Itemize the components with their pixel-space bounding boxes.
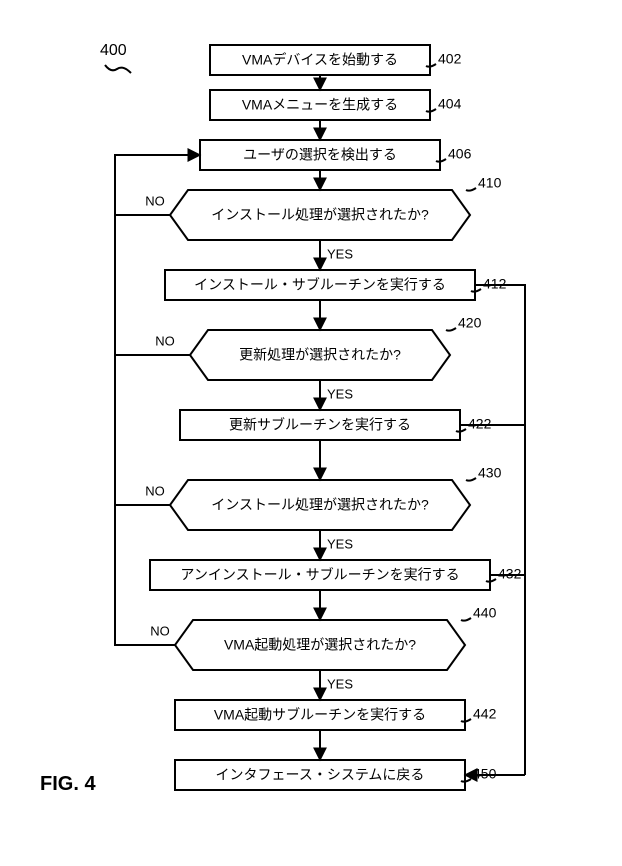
node-text-404: VMAメニューを生成する [242,97,398,113]
node-440: VMA起動処理が選択されたか? 440 [175,605,497,670]
node-402: VMAデバイスを始動する 402 [210,45,462,75]
node-text-440: VMA起動処理が選択されたか? [224,637,416,653]
node-text-422: 更新サブルーチンを実行する [229,417,411,433]
no-420: NO [155,333,175,348]
ref-label-432: 432 [498,566,522,582]
ref-label-422: 422 [468,416,492,432]
no-430: NO [145,483,165,498]
figure-label: FIG. 4 [40,773,96,795]
edge-412-return [475,285,525,775]
ref-label-402: 402 [438,51,462,67]
node-text-432: アンインストール・サブルーチンを実行する [180,567,459,583]
ref-label-412: 412 [483,276,507,292]
edge-420-no [115,155,190,355]
node-text-412: インストール・サブルーチンを実行する [194,277,446,293]
ref-label-442: 442 [473,706,497,722]
node-text-430: インストール処理が選択されたか? [211,497,429,513]
ref-400-label: 400 [100,42,127,59]
no-410: NO [145,193,165,208]
ref-label-404: 404 [438,96,462,112]
ref-label-450: 450 [473,766,497,782]
node-text-442: VMA起動サブルーチンを実行する [214,707,426,723]
node-420: 更新処理が選択されたか? 420 [190,315,482,380]
ref-tick-410 [466,188,476,191]
ref-label-410: 410 [478,175,502,191]
yes-420: YES [327,386,353,401]
ref-tick-440 [461,618,471,621]
node-432: アンインストール・サブルーチンを実行する 432 [150,560,522,590]
node-412: インストール・サブルーチンを実行する 412 [165,270,507,300]
node-text-420: 更新処理が選択されたか? [239,347,401,363]
yes-430: YES [327,536,353,551]
node-410: インストール処理が選択されたか? 410 [170,175,502,240]
ref-tick-430 [466,478,476,481]
node-text-450: インタフェース・システムに戻る [216,767,425,783]
ref-label-406: 406 [448,146,472,162]
node-text-410: インストール処理が選択されたか? [211,207,429,223]
node-404: VMAメニューを生成する 404 [210,90,462,120]
node-text-402: VMAデバイスを始動する [242,52,398,68]
yes-440: YES [327,676,353,691]
no-440: NO [150,623,170,638]
ref-400-squiggle [105,65,131,73]
ref-label-420: 420 [458,315,482,331]
node-430: インストール処理が選択されたか? 430 [170,465,502,530]
ref-label-430: 430 [478,465,502,481]
ref-tick-420 [446,328,456,331]
ref-label-440: 440 [473,605,497,621]
yes-410: YES [327,246,353,261]
node-text-406: ユーザの選択を検出する [243,147,397,163]
node-406: ユーザの選択を検出する 406 [200,140,472,170]
node-450: インタフェース・システムに戻る 450 [175,760,497,790]
node-442: VMA起動サブルーチンを実行する 442 [175,700,497,730]
node-422: 更新サブルーチンを実行する 422 [180,410,492,440]
